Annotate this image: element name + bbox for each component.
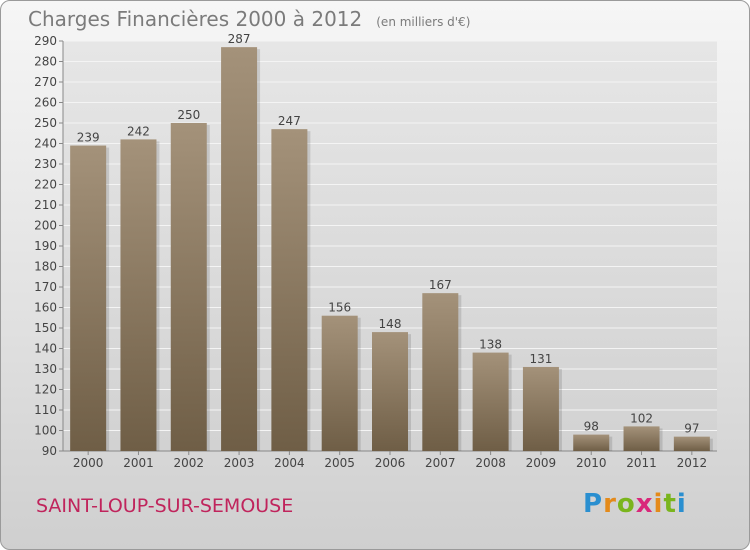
x-tick-label: 2000 (73, 456, 104, 470)
x-tick-label: 2006 (375, 456, 406, 470)
bar-value-label: 102 (630, 411, 653, 425)
y-tick-label: 260 (34, 96, 57, 110)
y-tick-label: 200 (34, 219, 57, 233)
bar (522, 366, 559, 451)
chart-title-text: Charges Financières 2000 à 2012 (28, 7, 363, 31)
x-tick-label: 2008 (475, 456, 506, 470)
bar-value-label: 138 (479, 338, 502, 352)
chart-unit: (en milliers d'€) (376, 15, 471, 29)
bar (573, 434, 610, 451)
x-tick-label: 2004 (274, 456, 305, 470)
bar-value-label: 247 (278, 114, 301, 128)
bar-value-label: 98 (584, 420, 599, 434)
bar-value-label: 242 (127, 124, 150, 138)
city-name: SAINT-LOUP-SUR-SEMOUSE (36, 495, 294, 517)
y-tick-label: 130 (34, 362, 57, 376)
chart-title: Charges Financières 2000 à 2012 (en milli… (28, 7, 470, 31)
y-tick-label: 230 (34, 157, 57, 171)
bar-value-label: 167 (429, 278, 452, 292)
bar-value-label: 287 (228, 32, 251, 46)
bar-value-label: 97 (684, 422, 699, 436)
y-tick-label: 210 (34, 198, 57, 212)
bar (673, 436, 710, 451)
proxiti-logo: Proxiti (583, 489, 687, 519)
x-tick-label: 2002 (173, 456, 204, 470)
bar (120, 139, 157, 451)
y-tick-label: 290 (34, 34, 57, 48)
y-tick-label: 220 (34, 178, 57, 192)
y-tick-label: 280 (34, 55, 57, 69)
y-tick-label: 140 (34, 342, 57, 356)
x-tick-label: 2012 (677, 456, 708, 470)
y-tick-label: 120 (34, 383, 57, 397)
bar (372, 332, 408, 451)
y-tick-label: 180 (34, 260, 57, 274)
y-tick-label: 240 (34, 137, 57, 151)
y-tick-label: 160 (34, 301, 57, 315)
x-tick-label: 2005 (324, 456, 355, 470)
bar-value-label: 156 (328, 301, 351, 315)
bar (623, 426, 660, 451)
y-tick-label: 150 (34, 321, 57, 335)
x-tick-label: 2009 (526, 456, 557, 470)
bar-value-label: 148 (379, 317, 402, 331)
bar (221, 47, 258, 452)
y-tick-label: 270 (34, 75, 57, 89)
x-tick-label: 2011 (626, 456, 657, 470)
x-tick-label: 2001 (123, 456, 154, 470)
x-tick-label: 2010 (576, 456, 607, 470)
y-tick-label: 170 (34, 280, 57, 294)
bar (422, 293, 459, 451)
x-tick-label: 2003 (224, 456, 255, 470)
bar-value-label: 250 (177, 108, 200, 122)
y-tick-label: 190 (34, 239, 57, 253)
bar (70, 145, 107, 452)
bar (271, 129, 308, 451)
bar (170, 123, 207, 451)
bar (472, 352, 509, 451)
y-tick-label: 100 (34, 424, 57, 438)
bar-value-label: 131 (529, 352, 552, 366)
y-tick-label: 110 (34, 403, 57, 417)
bar-value-label: 239 (77, 131, 100, 145)
y-tick-label: 250 (34, 116, 57, 130)
bar (321, 315, 358, 451)
x-tick-label: 2007 (425, 456, 456, 470)
y-tick-label: 90 (42, 444, 57, 458)
